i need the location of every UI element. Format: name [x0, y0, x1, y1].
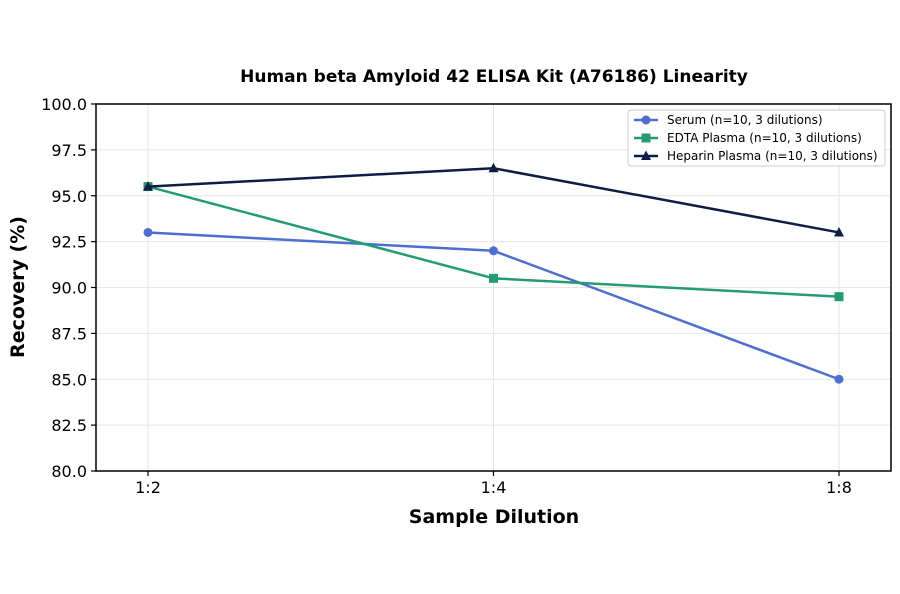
- legend-swatch-marker: [641, 133, 651, 143]
- y-tick-label: 80.0: [51, 462, 87, 481]
- y-tick-label: 87.5: [51, 324, 87, 343]
- data-point: [143, 227, 153, 237]
- data-point: [488, 162, 499, 173]
- data-point: [834, 374, 844, 384]
- y-tick-label: 82.5: [51, 416, 87, 435]
- series-3: [143, 162, 844, 237]
- legend-entry: Heparin Plasma (n=10, 3 dilutions): [634, 149, 878, 163]
- y-tick-label: 97.5: [51, 141, 87, 160]
- y-tick-label: 85.0: [51, 370, 87, 389]
- x-axis-ticks: 1:2 1:4 1:8: [135, 471, 852, 497]
- y-tick-label: 90.0: [51, 279, 87, 298]
- legend-box: [627, 109, 886, 167]
- legend-swatch-marker: [641, 115, 651, 125]
- legend-label: Heparin Plasma (n=10, 3 dilutions): [667, 149, 878, 163]
- data-point: [834, 292, 844, 302]
- legend-label: Serum (n=10, 3 dilutions): [667, 113, 823, 127]
- legend-entry: EDTA Plasma (n=10, 3 dilutions): [634, 131, 862, 145]
- legend-label: EDTA Plasma (n=10, 3 dilutions): [667, 131, 862, 145]
- legend: Serum (n=10, 3 dilutions) EDTA Plasma (n=…: [627, 109, 886, 167]
- data-point: [143, 181, 153, 191]
- chart-title: Human beta Amyloid 42 ELISA Kit (A76186)…: [240, 67, 748, 87]
- series-layer: [143, 162, 844, 384]
- x-axis-title: Sample Dilution: [409, 506, 579, 528]
- y-axis-title: Recovery (%): [7, 216, 29, 358]
- legend-entry: Serum (n=10, 3 dilutions): [634, 113, 823, 127]
- y-tick-label: 100.0: [41, 95, 87, 114]
- y-tick-label: 92.5: [51, 233, 87, 252]
- x-tick-label: 1:2: [135, 478, 161, 497]
- y-axis-ticks: 80.0 82.5 85.0 87.5 90.0 92.5 95.0 97.5 100.0: [41, 95, 96, 481]
- x-tick-label: 1:4: [481, 478, 507, 497]
- x-tick-label: 1:8: [826, 478, 852, 497]
- data-point: [489, 273, 498, 283]
- y-tick-label: 95.0: [51, 187, 87, 206]
- data-point: [489, 246, 498, 256]
- data-point: [834, 226, 844, 237]
- legend-swatch-marker: [641, 150, 651, 160]
- series-1: [143, 227, 844, 384]
